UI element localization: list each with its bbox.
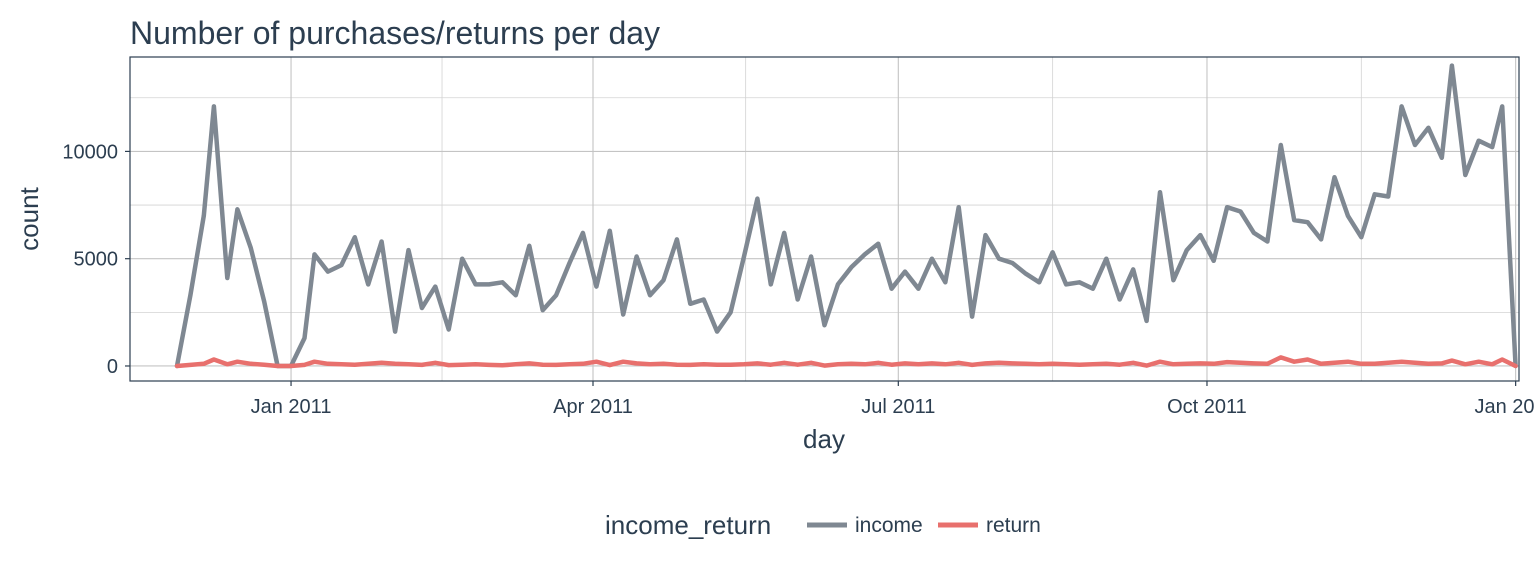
legend-title: income_return	[605, 510, 771, 540]
major-gridlines	[130, 57, 1519, 381]
minor-gridlines	[130, 57, 1519, 381]
y-tick-label: 5000	[74, 249, 119, 271]
legend: income_return income return	[605, 510, 1041, 540]
y-tick-label: 10000	[62, 141, 118, 163]
x-axis-title: day	[803, 424, 845, 454]
x-tick-label: Jan 2011	[251, 396, 332, 418]
y-axis-ticks: 0 5000 10000	[62, 141, 130, 378]
legend-label-return: return	[986, 514, 1041, 537]
x-tick-label: Jan 2012	[1474, 396, 1536, 418]
series-line-return	[177, 357, 1516, 366]
chart-title: Number of purchases/returns per day	[130, 15, 660, 51]
x-axis-ticks: Jan 2011 Apr 2011 Jul 2011 Oct 2011 Jan 2012	[251, 381, 1536, 418]
x-tick-label: Apr 2011	[553, 396, 633, 418]
series-line-income	[177, 66, 1516, 366]
series-layer	[177, 66, 1516, 366]
y-axis-title: count	[14, 186, 44, 250]
panel-border	[130, 57, 1519, 381]
x-tick-label: Jul 2011	[861, 396, 935, 418]
y-tick-label: 0	[107, 356, 118, 378]
x-tick-label: Oct 2011	[1167, 396, 1247, 418]
legend-label-income: income	[855, 514, 923, 537]
